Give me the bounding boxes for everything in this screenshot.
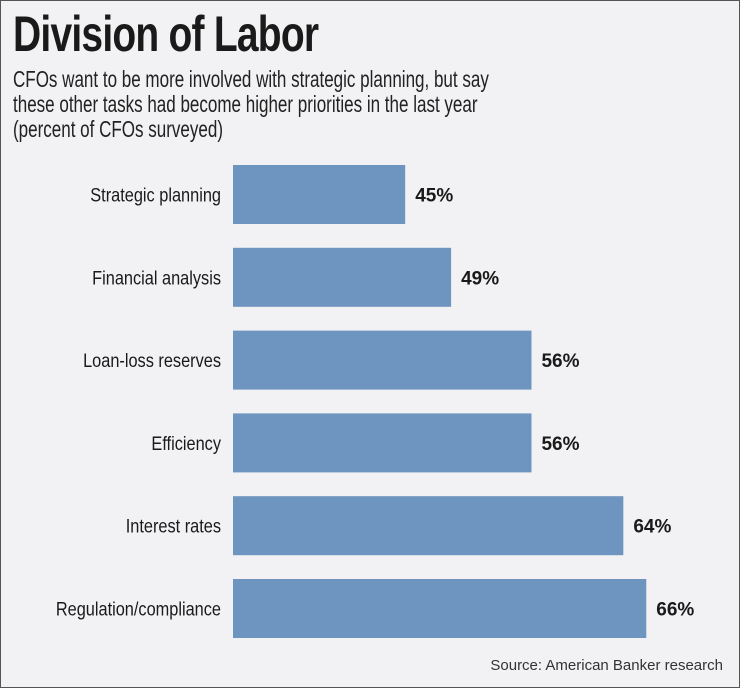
value-label: 56% <box>541 351 579 372</box>
subtitle-line: these other tasks had become higher prio… <box>13 91 478 117</box>
bar-loan-loss-reserves <box>233 330 532 390</box>
bar-regulation-compliance <box>233 579 647 638</box>
chart-title: Division of Labor <box>13 6 319 62</box>
value-label: 66% <box>656 600 694 621</box>
category-label: Efficiency <box>151 433 221 454</box>
category-label: Strategic planning <box>90 184 221 205</box>
subtitle-line: (percent of CFOs surveyed) <box>13 116 223 142</box>
bar-financial-analysis <box>233 247 452 307</box>
bar-efficiency <box>233 413 532 473</box>
bar-interest-rates <box>233 496 624 556</box>
value-label: 64% <box>633 517 671 538</box>
value-label: 49% <box>461 268 499 289</box>
category-label: Financial analysis <box>92 267 221 288</box>
category-label: Loan-loss reserves <box>83 350 221 371</box>
bar-strategic-planning <box>233 165 406 224</box>
category-label: Regulation/compliance <box>56 598 221 619</box>
value-label: 45% <box>415 186 453 207</box>
source-note: Source: American Banker research <box>490 657 723 674</box>
subtitle-line: CFOs want to be more involved with strat… <box>13 66 489 92</box>
category-label: Interest rates <box>126 516 221 537</box>
chart-subtitle: CFOs want to be more involved with strat… <box>13 67 738 142</box>
value-label: 56% <box>541 434 579 455</box>
